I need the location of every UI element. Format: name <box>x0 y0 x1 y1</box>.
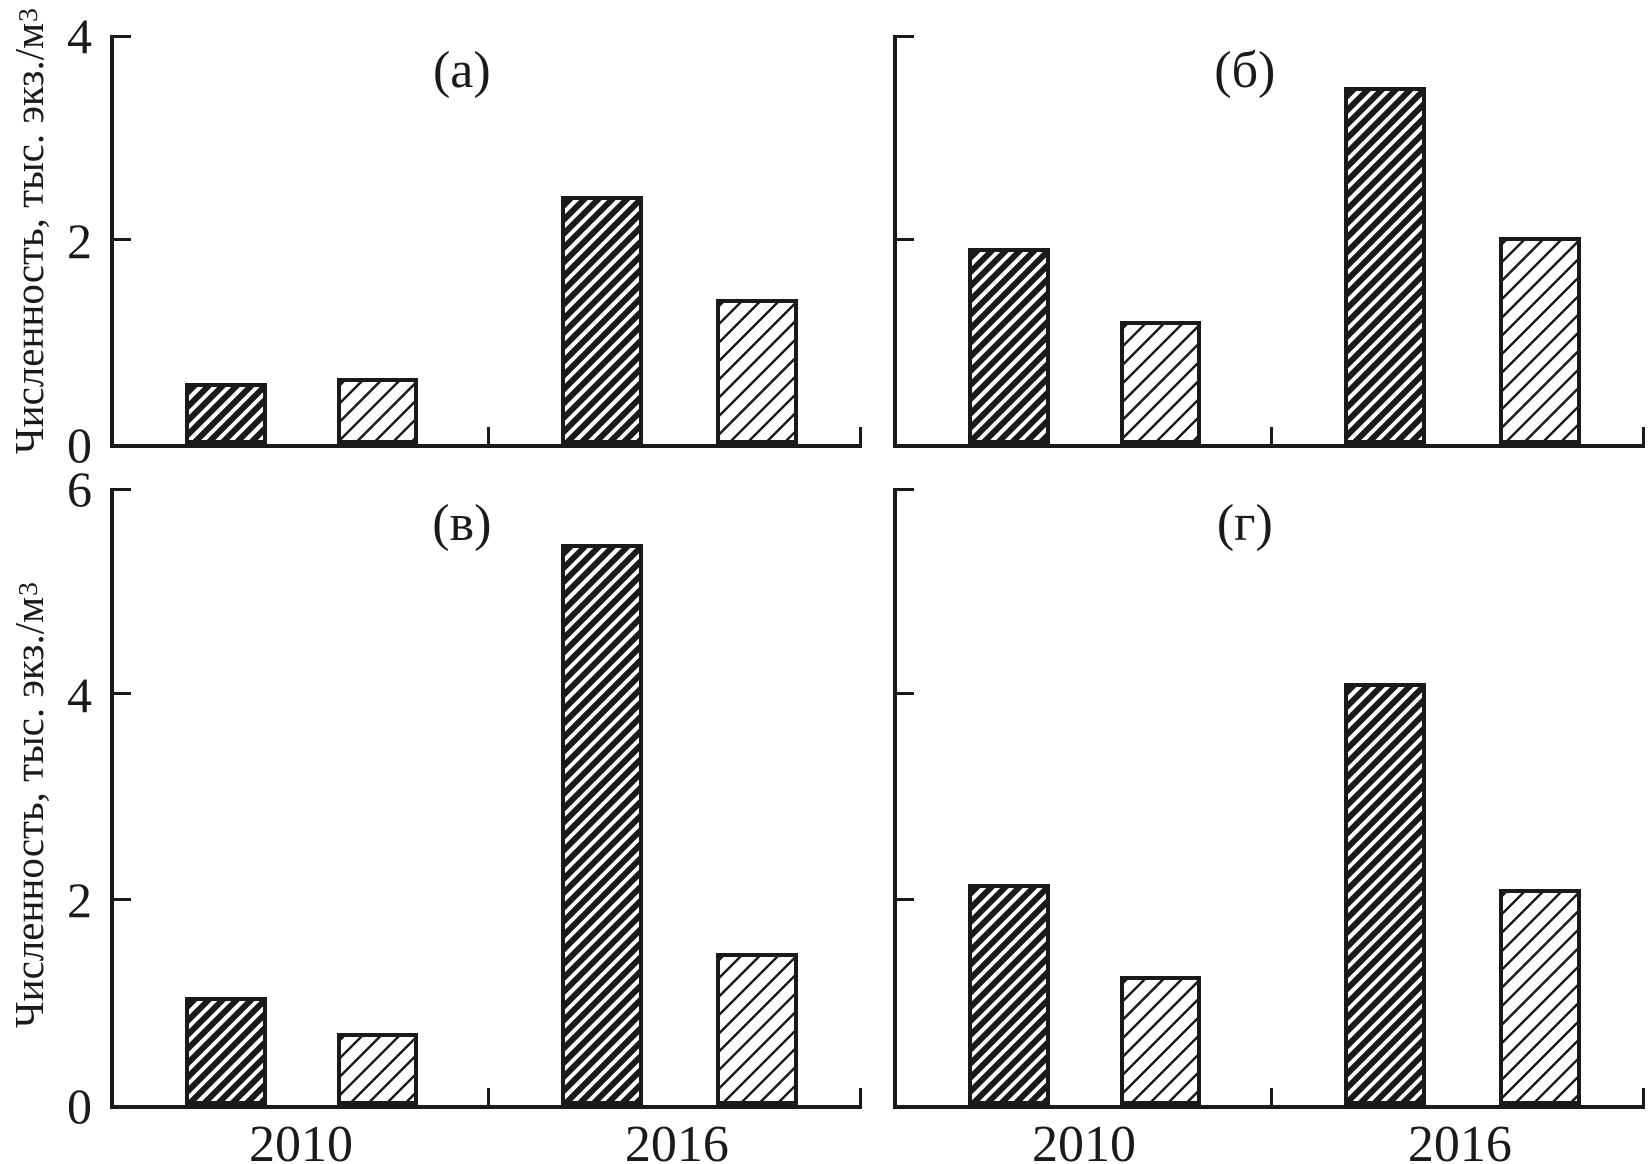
y-axis-title-text: Численность, тыс. экз./м <box>6 596 52 1028</box>
y-axis-tick-label: 0 <box>67 1078 92 1134</box>
y-axis-tick-label: 4 <box>67 8 92 64</box>
y-axis-tick <box>114 692 131 696</box>
y-axis-tick-label: 2 <box>67 212 92 269</box>
y-axis-tick-label: 0 <box>67 417 92 473</box>
x-axis-mid-tick <box>1269 1088 1273 1105</box>
bar-b-2016-light-hatch <box>1499 237 1581 444</box>
y-axis-tick <box>897 897 914 901</box>
panel-label-v: (в) <box>432 495 492 552</box>
bar-v-2016-light-hatch <box>716 952 798 1105</box>
y-axis-tick-label: 4 <box>67 666 92 723</box>
chart-panel-g: (г) 2010 2016 <box>893 488 1645 1164</box>
y-axis-tick-label: 6 <box>67 461 92 517</box>
chart-panel-b: (б) <box>893 35 1645 448</box>
x-axis-mid-tick <box>1269 427 1273 444</box>
x-axis-category-label: 2016 <box>1407 1116 1512 1164</box>
bar-b-2016-dense-hatch <box>1344 87 1426 444</box>
panel-label-a: (а) <box>432 42 491 99</box>
y-axis-tick <box>897 238 914 241</box>
y-axis-tick <box>114 897 131 901</box>
x-axis-end-tick <box>1642 1088 1645 1105</box>
panel-label-g: (г) <box>1216 495 1273 552</box>
y-axis-tick <box>897 488 914 491</box>
y-axis-tick <box>114 238 131 241</box>
bar-g-2016-light-hatch <box>1499 889 1581 1105</box>
x-axis-mid-tick <box>486 427 490 444</box>
x-axis-end-tick <box>859 1088 862 1105</box>
bar-v-2010-dense-hatch <box>185 997 267 1105</box>
y-axis-tick <box>114 35 131 38</box>
y-axis-tick <box>114 488 131 491</box>
x-axis-end-tick <box>859 427 862 444</box>
bar-b-2010-dense-hatch <box>968 247 1050 444</box>
bar-b-2010-light-hatch <box>1119 321 1202 444</box>
x-axis-category-label: 2010 <box>1032 1116 1136 1164</box>
bar-g-2010-dense-hatch <box>968 883 1050 1105</box>
y-axis-title-bottom-row: Численность, тыс. экз./м 3 <box>0 540 58 1070</box>
x-axis-category-label: 2010 <box>249 1116 353 1164</box>
y-axis-tick <box>897 692 914 696</box>
chart-panel-a: (а) 0 2 4 <box>67 11 862 470</box>
bar-g-2016-dense-hatch <box>1344 683 1426 1105</box>
y-axis-tick-label: 2 <box>67 872 92 929</box>
chart-panel-v: (в) 0 2 4 6 2010 2016 <box>67 464 862 1164</box>
panel-label-b: (б) <box>1214 42 1276 99</box>
bar-a-2010-light-hatch <box>336 377 419 444</box>
y-axis-title-superscript: 3 <box>13 582 44 597</box>
bar-a-2010-dense-hatch <box>185 382 267 444</box>
bar-a-2016-light-hatch <box>716 298 798 444</box>
x-axis-end-tick <box>1642 427 1645 444</box>
bar-g-2010-light-hatch <box>1119 976 1202 1105</box>
x-axis-category-label: 2016 <box>624 1116 729 1164</box>
bar-a-2016-dense-hatch <box>561 195 643 444</box>
y-axis-tick <box>897 35 914 38</box>
x-axis-mid-tick <box>486 1088 490 1105</box>
bar-v-2016-dense-hatch <box>561 543 643 1105</box>
bar-v-2010-light-hatch <box>336 1033 419 1105</box>
